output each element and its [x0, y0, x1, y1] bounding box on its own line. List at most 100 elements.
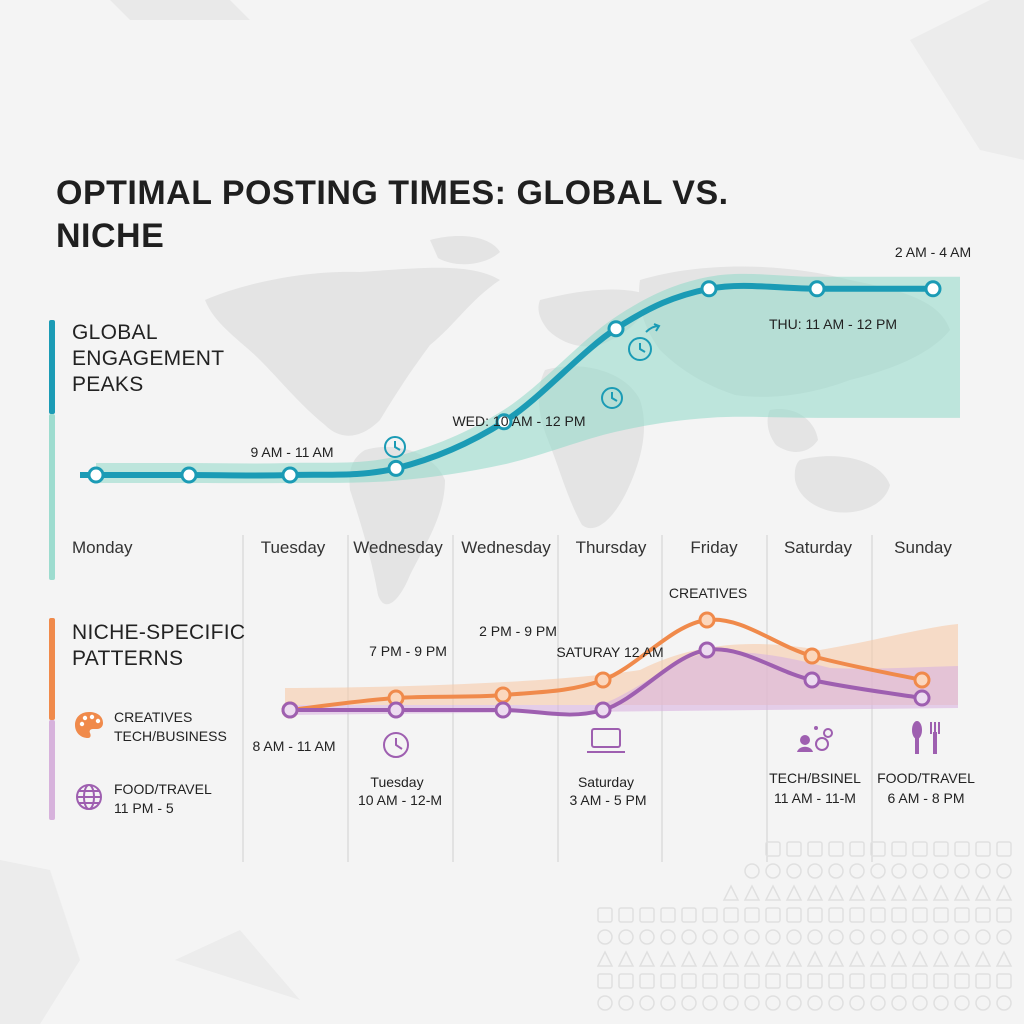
pattern-square [597, 973, 613, 989]
pattern-square [891, 841, 907, 857]
global-annotations: 9 AM - 11 AM WED: 10 AM - 12 PM THU: 11 … [251, 244, 972, 460]
niche-section-bar [49, 618, 55, 720]
day-label-monday: Monday [72, 538, 133, 557]
pattern-circle [618, 929, 634, 945]
pattern-square [702, 973, 718, 989]
pattern-triangle [995, 950, 1013, 967]
bg-shape-bottom [175, 930, 300, 1000]
pattern-square [744, 973, 760, 989]
pattern-triangle [869, 884, 887, 901]
pattern-circle [765, 863, 781, 879]
pattern-triangle [617, 950, 635, 967]
niche-point-purple [698, 641, 716, 659]
pattern-circle [933, 929, 949, 945]
global-clock-icons [384, 323, 661, 458]
pattern-circle [912, 995, 928, 1011]
niche-point-purple [594, 701, 612, 719]
global-point [180, 466, 198, 484]
global-point [924, 280, 942, 298]
callout-saturday-time: 3 AM - 5 PM [569, 792, 646, 808]
niche-point-orange [803, 647, 821, 665]
pattern-circle [639, 995, 655, 1011]
pattern-square [786, 841, 802, 857]
pattern-circle [912, 929, 928, 945]
pattern-circle [849, 929, 865, 945]
pattern-square [954, 841, 970, 857]
global-section-title: GLOBAL ENGAGEMENT PEAKS [72, 321, 224, 396]
pattern-circle [807, 863, 823, 879]
page-title: OPTIMAL POSTING TIMES: GLOBAL VS. NICHE [56, 174, 729, 255]
pattern-square [870, 973, 886, 989]
pattern-triangle [911, 884, 929, 901]
pattern-square [870, 841, 886, 857]
pattern-square [807, 973, 823, 989]
pattern-circle [828, 995, 844, 1011]
global-band [96, 273, 960, 484]
niche-annotations: CREATIVES 7 PM - 9 PM 2 PM - 9 PM SATURA… [253, 585, 748, 754]
pattern-square [828, 841, 844, 857]
day-label-saturday: Saturday [784, 538, 853, 557]
callout-tuesday-day: Tuesday [370, 774, 423, 790]
pattern-square [849, 841, 865, 857]
global-label-thu: THU: 11 AM - 12 PM [769, 316, 897, 332]
pattern-circle [660, 929, 676, 945]
day-label-tuesday: Tuesday [261, 538, 326, 557]
pattern-triangle [890, 950, 908, 967]
niche-label-7pm: 7 PM - 9 PM [369, 643, 447, 659]
pattern-square [807, 841, 823, 857]
global-point [495, 413, 513, 431]
global-section-bar [49, 320, 55, 414]
clock-icon [384, 436, 406, 458]
pattern-square [849, 907, 865, 923]
pattern-circle [681, 929, 697, 945]
global-point [607, 320, 625, 338]
pattern-triangle [890, 884, 908, 901]
pattern-triangle [722, 884, 740, 901]
pattern-square [681, 973, 697, 989]
pattern-triangle [827, 950, 845, 967]
pattern-circle [975, 995, 991, 1011]
pattern-square [954, 907, 970, 923]
callout-saturday-day: Saturday [578, 774, 634, 790]
pattern-square [912, 907, 928, 923]
pattern-circle [786, 863, 802, 879]
pattern-circle [681, 995, 697, 1011]
niche-label-saturday-12am: SATURAY 12 AM [556, 644, 663, 660]
pattern-circle [996, 995, 1012, 1011]
pattern-square [975, 973, 991, 989]
pattern-triangle [701, 950, 719, 967]
pattern-circle [786, 995, 802, 1011]
niche-point-purple [387, 701, 405, 719]
pattern-square [996, 973, 1012, 989]
global-point [281, 466, 299, 484]
bg-hexagon-bottom-left [0, 860, 80, 1024]
pattern-triangle [680, 950, 698, 967]
globe-icon [76, 784, 102, 810]
pattern-square [849, 973, 865, 989]
pattern-circle [744, 929, 760, 945]
pattern-triangle [932, 950, 950, 967]
pattern-circle [954, 929, 970, 945]
pattern-circle [849, 995, 865, 1011]
pattern-circle [597, 929, 613, 945]
pattern-square [891, 907, 907, 923]
pattern-square [954, 973, 970, 989]
niche-label-2pm: 2 PM - 9 PM [479, 623, 557, 639]
legend-line: 11 PM - 5 [114, 800, 174, 816]
pattern-circle [765, 929, 781, 945]
pattern-square [933, 907, 949, 923]
pattern-triangle [743, 950, 761, 967]
pattern-circle [849, 863, 865, 879]
pattern-circle [828, 863, 844, 879]
pattern-square [933, 841, 949, 857]
global-section-bar-light [49, 414, 55, 580]
pattern-circle [786, 929, 802, 945]
pattern-circle [933, 863, 949, 879]
map-south-america [349, 446, 445, 605]
pattern-square [639, 907, 655, 923]
pattern-circle [765, 995, 781, 1011]
pattern-circle [891, 929, 907, 945]
pattern-triangle [953, 950, 971, 967]
pattern-triangle [995, 884, 1013, 901]
clock-icon [383, 732, 409, 758]
